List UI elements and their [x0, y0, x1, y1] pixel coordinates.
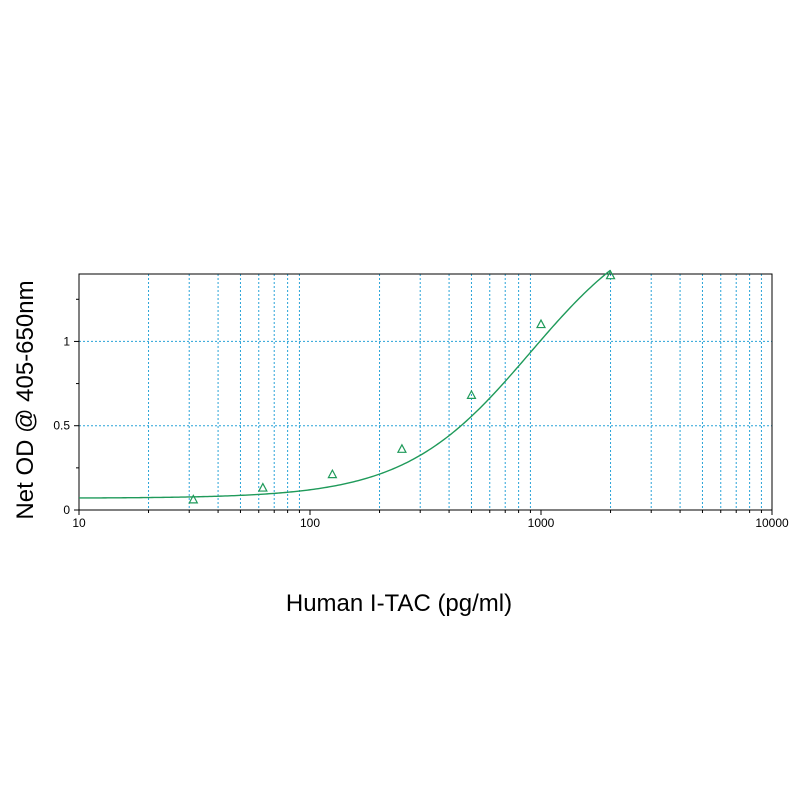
y-tick-label: 0 — [63, 503, 70, 517]
x-tick-label: 1000 — [528, 516, 555, 530]
y-axis-title: Net OD @ 405-650nm — [12, 280, 39, 519]
fit-curve — [78, 269, 611, 499]
y-tick-label: 1 — [63, 334, 70, 348]
x-tick-label: 10 — [72, 516, 86, 530]
data-point-triangle — [188, 494, 199, 504]
plot-frame — [78, 273, 773, 511]
data-point-triangle — [257, 482, 268, 492]
grid-lines — [79, 274, 772, 510]
data-point-triangle — [605, 269, 616, 280]
data-point-triangle — [327, 468, 338, 479]
x-tick-label: 100 — [300, 516, 320, 530]
data-points — [188, 269, 616, 504]
x-axis-title: Human I-TAC (pg/ml) — [286, 590, 512, 617]
y-tick-label: 0.5 — [53, 419, 70, 433]
data-point-triangle — [396, 443, 407, 453]
x-tick-label: 10000 — [755, 516, 789, 530]
x-tick-labels: 10 100 1000 10000 — [72, 516, 789, 530]
axis-ticks — [74, 298, 773, 515]
data-point-triangle — [536, 318, 546, 329]
data-point-triangle — [466, 389, 477, 399]
y-tick-labels: 00.51 — [53, 334, 70, 517]
